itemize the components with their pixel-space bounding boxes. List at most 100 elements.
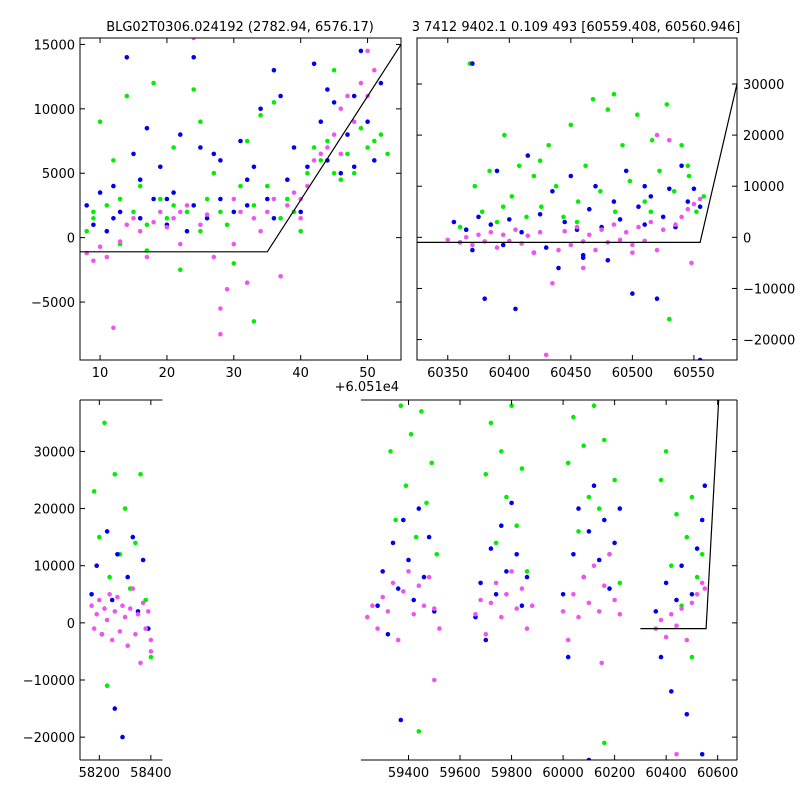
- data-point: [684, 637, 690, 643]
- data-point: [524, 214, 529, 220]
- data-point: [679, 563, 684, 568]
- data-point: [617, 217, 623, 222]
- x-tick-label: 60400: [489, 366, 530, 381]
- data-point: [191, 87, 196, 92]
- data-point: [617, 580, 623, 586]
- y-tick-label: −10000: [23, 674, 75, 689]
- data-point: [285, 177, 290, 182]
- data-point: [642, 183, 647, 189]
- data-point: [702, 483, 708, 489]
- data-point: [178, 267, 183, 273]
- data-point: [271, 196, 277, 202]
- data-point: [117, 209, 123, 215]
- series-0: [84, 67, 390, 324]
- data-point: [470, 247, 475, 253]
- data-point: [137, 183, 143, 189]
- data-point: [238, 209, 243, 215]
- data-point: [513, 306, 518, 312]
- data-point: [325, 87, 330, 92]
- data-point: [494, 245, 500, 250]
- data-point: [148, 654, 154, 660]
- data-point: [385, 609, 391, 614]
- data-point: [331, 170, 337, 176]
- data-point: [231, 209, 237, 215]
- data-point: [338, 170, 344, 176]
- data-point: [699, 517, 705, 523]
- data-point: [663, 449, 669, 454]
- y-tick-label: −5000: [31, 296, 75, 311]
- data-point: [109, 637, 115, 643]
- data-point: [673, 222, 678, 227]
- data-point: [697, 357, 703, 360]
- data-point: [499, 614, 504, 620]
- data-point: [416, 506, 422, 511]
- data-point: [667, 137, 672, 143]
- data-point: [576, 506, 581, 511]
- data-point: [580, 239, 586, 244]
- data-point: [104, 683, 110, 688]
- data-point: [509, 194, 515, 199]
- data-point: [667, 186, 672, 192]
- data-point: [84, 228, 89, 234]
- data-point: [385, 151, 390, 157]
- data-point: [125, 643, 130, 648]
- data-point: [104, 203, 110, 208]
- data-point: [445, 237, 451, 243]
- data-point: [623, 168, 629, 174]
- data-point: [112, 472, 118, 477]
- data-point: [482, 239, 488, 244]
- data-point: [587, 206, 592, 212]
- data-point: [244, 177, 250, 182]
- data-point: [112, 706, 118, 711]
- data-point: [238, 183, 243, 189]
- data-point: [164, 216, 170, 221]
- y-tick-label: 0: [67, 617, 75, 632]
- data-point: [493, 580, 499, 586]
- data-point: [607, 552, 612, 557]
- data-point: [398, 403, 404, 409]
- data-point: [305, 170, 310, 176]
- data-point: [488, 222, 494, 227]
- data-point: [171, 203, 176, 208]
- x-tick-label: 59400: [388, 766, 429, 781]
- data-point: [271, 67, 277, 73]
- data-point: [580, 265, 586, 271]
- data-point: [612, 540, 617, 546]
- data-point: [488, 229, 494, 235]
- data-point: [218, 306, 223, 311]
- data-point: [483, 637, 489, 643]
- data-point: [138, 472, 143, 477]
- data-point: [158, 164, 163, 170]
- data-point: [434, 552, 440, 557]
- data-point: [127, 606, 133, 611]
- axis-frame: [79, 37, 402, 361]
- data-point: [224, 222, 230, 228]
- data-point: [178, 132, 183, 137]
- data-point: [144, 254, 150, 260]
- data-point: [519, 603, 525, 608]
- data-point: [494, 168, 500, 174]
- data-point: [278, 93, 283, 99]
- data-point: [571, 552, 576, 557]
- data-point: [679, 163, 684, 169]
- data-point: [125, 574, 130, 580]
- data-point: [504, 494, 509, 500]
- data-point: [499, 449, 504, 454]
- data-point: [476, 214, 481, 220]
- data-point: [124, 55, 130, 60]
- data-point: [537, 229, 543, 235]
- data-point: [137, 228, 143, 234]
- data-point: [657, 168, 662, 174]
- data-point: [472, 183, 478, 189]
- data-point: [117, 629, 123, 634]
- data-point: [669, 612, 674, 617]
- data-point: [298, 209, 304, 215]
- data-point: [385, 632, 391, 637]
- data-point: [565, 654, 571, 660]
- data-point: [470, 61, 475, 66]
- data-point: [702, 586, 708, 591]
- data-point: [493, 592, 499, 597]
- data-point: [689, 600, 695, 606]
- data-point: [580, 255, 586, 261]
